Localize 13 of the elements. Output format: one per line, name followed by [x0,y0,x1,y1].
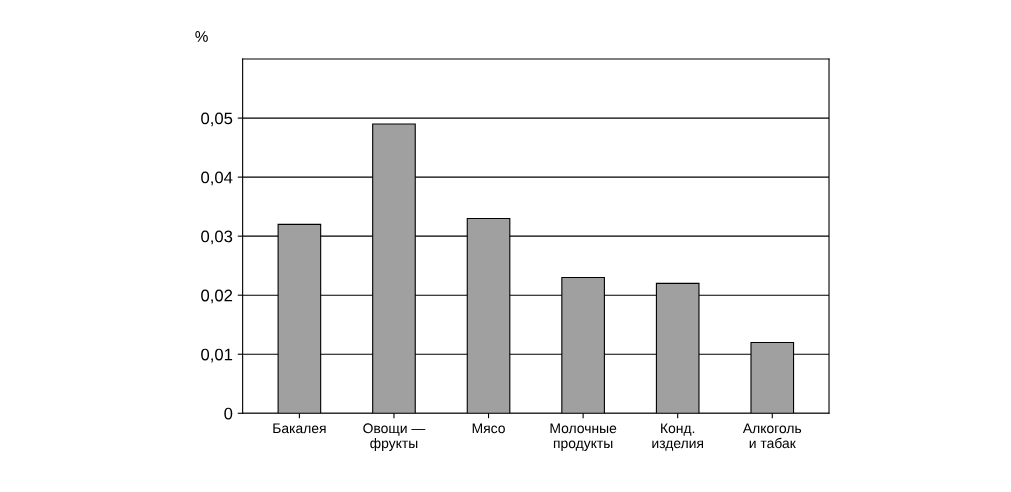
y-tick-label: 0,01 [201,348,233,363]
x-tick-label: Конд. изделия [652,423,704,451]
y-axis-title: % [195,31,208,42]
y-tick-label: 0,04 [201,171,233,186]
y-tick-label: 0,03 [201,230,233,245]
y-tick-label: 0,02 [201,289,233,304]
y-tick-label: 0,05 [201,112,233,127]
x-tick-label: Алкоголь и табак [742,423,802,449]
y-tick-label: 0 [224,407,233,420]
x-tick-label: Бакалея [273,423,326,434]
x-tick-label: Мясо [472,423,505,434]
x-tick-label: Молочные продукты [550,423,617,451]
x-tick-label: Овощи — фрукты [363,423,426,451]
